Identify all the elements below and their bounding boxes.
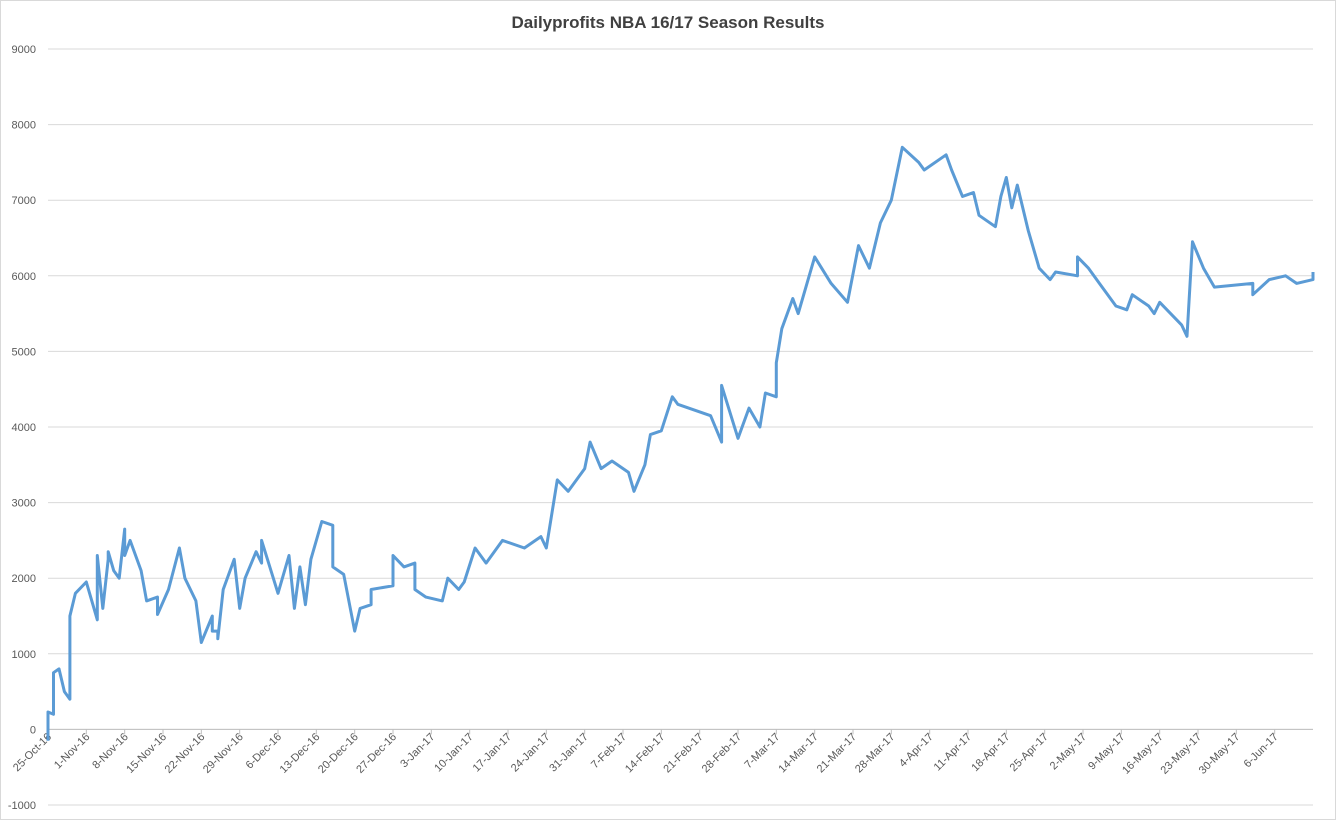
y-tick-label: 8000 — [12, 120, 36, 132]
y-tick-label: 4000 — [12, 422, 36, 434]
y-tick-label: 5000 — [12, 346, 36, 358]
y-tick-label: 9000 — [12, 44, 36, 56]
y-tick-label: -1000 — [8, 800, 36, 812]
chart-title: Dailyprofits NBA 16/17 Season Results — [511, 13, 824, 32]
y-tick-label: 0 — [30, 724, 36, 736]
y-tick-label: 7000 — [12, 195, 36, 207]
data-line — [46, 145, 1315, 741]
y-tick-label: 2000 — [12, 573, 36, 585]
y-tick-label: 1000 — [12, 649, 36, 661]
y-tick-label: 3000 — [12, 498, 36, 510]
y-tick-label: 6000 — [12, 271, 36, 283]
